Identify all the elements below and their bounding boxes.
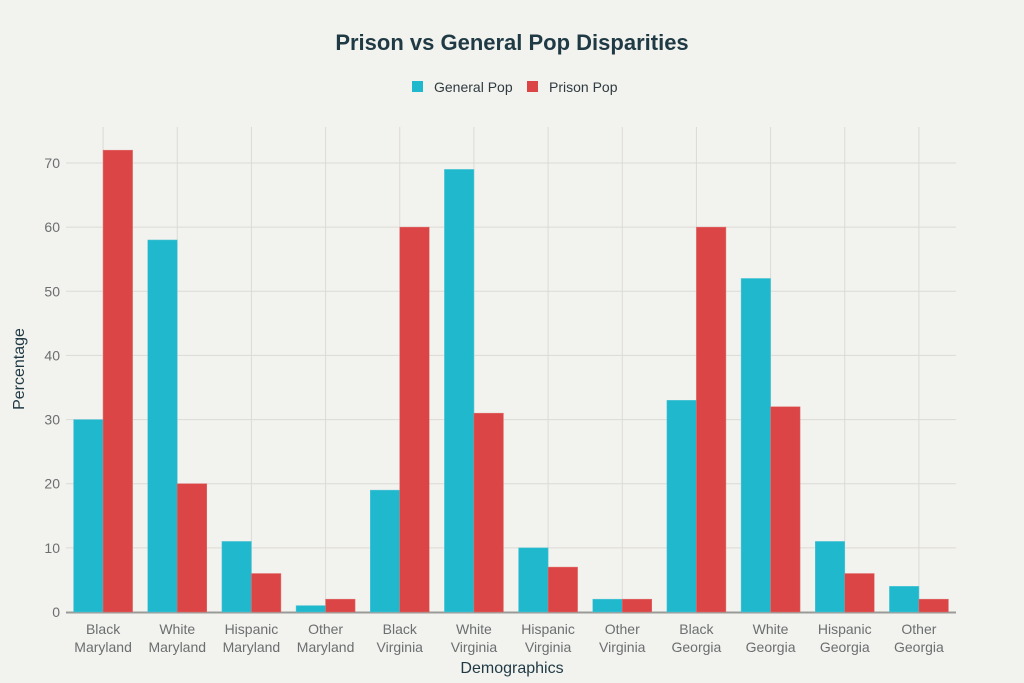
x-tick-label-line: Black — [86, 621, 121, 637]
bar-prison-pop-hispanic-georgia — [844, 573, 875, 613]
bars — [73, 149, 949, 613]
x-tick-label-line: Other — [605, 621, 640, 637]
chart-title: Prison vs General Pop Disparities — [335, 30, 688, 55]
y-axis-ticks: 0 10 20 30 40 50 60 70 — [44, 155, 60, 620]
bar-prison-pop-other-georgia — [918, 598, 949, 613]
bar-prison-pop-white-georgia — [770, 406, 801, 613]
bar-general-pop-other-virginia — [592, 598, 623, 613]
bar-prison-pop-white-maryland — [177, 483, 207, 613]
x-tick-label: Other Georgia — [894, 621, 944, 655]
y-tick-label: 0 — [52, 604, 60, 620]
x-tick-label: Black Georgia — [672, 621, 722, 655]
x-tick-label: White Virginia — [451, 621, 498, 655]
bar-prison-pop-other-virginia — [622, 598, 652, 613]
legend-swatch — [412, 81, 423, 92]
x-tick-label: Other Virginia — [599, 621, 646, 655]
x-tick-label-line: Hispanic — [521, 621, 575, 637]
y-tick-label: 60 — [44, 219, 60, 235]
x-tick-label-line: White — [753, 621, 789, 637]
x-tick-label-line: Hispanic — [818, 621, 872, 637]
x-tick-label-line: Virginia — [377, 639, 424, 655]
x-axis-ticks: Black Maryland White Maryland Hispanic Maryla… — [74, 621, 944, 655]
bar-general-pop-other-maryland — [295, 605, 326, 613]
bar-general-pop-hispanic-virginia — [518, 547, 549, 613]
x-tick-label: Hispanic Virginia — [521, 621, 575, 655]
legend-item-general-pop: General Pop — [412, 79, 513, 95]
legend-label: Prison Pop — [549, 79, 618, 95]
y-tick-label: 50 — [44, 283, 60, 299]
x-tick-label: Hispanic Maryland — [223, 621, 281, 655]
x-tick-label: Hispanic Georgia — [818, 621, 872, 655]
x-tick-label: Other Maryland — [297, 621, 355, 655]
bar-general-pop-other-georgia — [889, 586, 920, 613]
bar-prison-pop-white-virginia — [473, 412, 504, 613]
legend-label: General Pop — [434, 79, 513, 95]
x-tick-label-line: Other — [901, 621, 936, 637]
x-tick-label-line: Maryland — [297, 639, 355, 655]
x-tick-label-line: Black — [679, 621, 714, 637]
bar-general-pop-hispanic-maryland — [221, 541, 252, 613]
x-tick-label-line: Maryland — [74, 639, 132, 655]
y-tick-label: 70 — [44, 155, 60, 171]
bar-prison-pop-black-maryland — [102, 149, 133, 613]
bar-general-pop-black-maryland — [73, 419, 104, 613]
x-tick-label-line: Other — [308, 621, 343, 637]
y-axis-title: Percentage — [11, 328, 28, 410]
bar-general-pop-white-georgia — [740, 278, 771, 613]
legend-swatch — [527, 81, 538, 92]
x-tick-label-line: Virginia — [525, 639, 572, 655]
legend: General Pop Prison Pop — [412, 79, 618, 95]
x-tick-label: Black Virginia — [377, 621, 424, 655]
x-tick-label-line: Hispanic — [225, 621, 279, 637]
x-tick-label-line: Georgia — [894, 639, 944, 655]
x-tick-label-line: Virginia — [451, 639, 498, 655]
bar-prison-pop-black-georgia — [696, 226, 727, 613]
y-tick-label: 10 — [44, 540, 60, 556]
x-tick-label: Black Maryland — [74, 621, 132, 655]
y-tick-label: 30 — [44, 412, 60, 428]
bar-general-pop-black-virginia — [370, 489, 400, 613]
x-tick-label: White Georgia — [746, 621, 796, 655]
x-tick-label: White Maryland — [148, 621, 206, 655]
bar-prison-pop-black-virginia — [399, 226, 430, 613]
bar-prison-pop-hispanic-virginia — [547, 566, 578, 613]
x-tick-label-line: White — [159, 621, 195, 637]
x-tick-label-line: Maryland — [223, 639, 281, 655]
bar-general-pop-white-maryland — [147, 239, 178, 613]
bar-general-pop-white-virginia — [444, 169, 475, 613]
x-axis-title: Demographics — [460, 660, 563, 677]
bar-prison-pop-hispanic-maryland — [251, 573, 282, 613]
x-tick-label-line: Georgia — [820, 639, 870, 655]
y-tick-label: 20 — [44, 476, 60, 492]
x-tick-label-line: White — [456, 621, 492, 637]
bar-prison-pop-other-maryland — [325, 598, 356, 613]
x-tick-label-line: Maryland — [148, 639, 206, 655]
bar-general-pop-hispanic-georgia — [815, 541, 845, 613]
x-tick-label-line: Georgia — [672, 639, 722, 655]
x-tick-label-line: Virginia — [599, 639, 646, 655]
legend-item-prison-pop: Prison Pop — [527, 79, 618, 95]
x-tick-label-line: Georgia — [746, 639, 796, 655]
y-tick-label: 40 — [44, 347, 60, 363]
x-tick-label-line: Black — [383, 621, 418, 637]
bar-general-pop-black-georgia — [666, 400, 697, 613]
